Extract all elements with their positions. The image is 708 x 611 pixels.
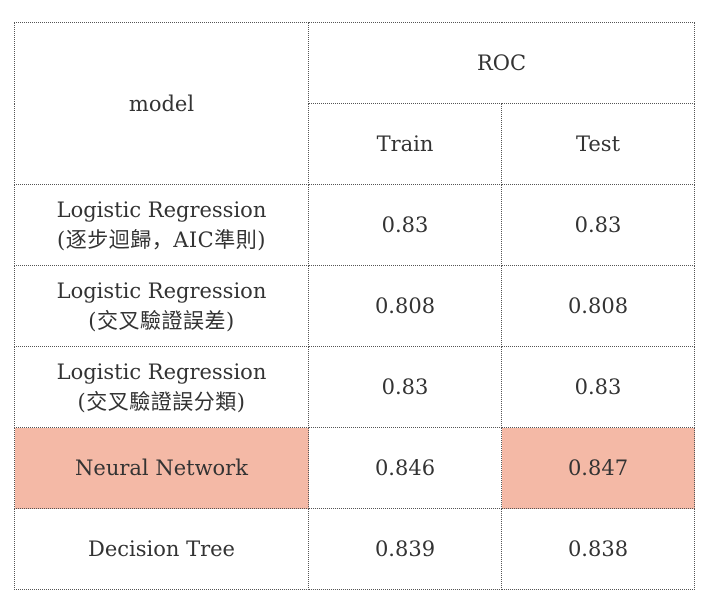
train-value: 0.846	[308, 427, 502, 509]
header-train: Train	[308, 103, 502, 185]
train-value: 0.83	[308, 184, 502, 266]
model-cell: Logistic Regression (逐步迴歸，AIC準則)	[14, 184, 309, 266]
header-row-1: model ROC	[14, 22, 695, 185]
test-value-highlighted: 0.847	[501, 427, 695, 509]
table-row: Neural Network 0.846 0.847	[14, 427, 695, 509]
header-test: Test	[501, 103, 695, 185]
test-value: 0.83	[501, 346, 695, 428]
train-value: 0.839	[308, 508, 502, 590]
model-name: Logistic Regression	[56, 360, 267, 384]
roc-table-container: model ROC Train Test Logistic Regression…	[14, 22, 695, 590]
test-value: 0.838	[501, 508, 695, 590]
model-note: (交叉驗證誤差)	[88, 309, 235, 333]
model-name: Logistic Regression	[56, 279, 267, 303]
header-roc: ROC	[308, 22, 695, 104]
table-row: Logistic Regression (逐步迴歸，AIC準則) 0.83 0.…	[14, 184, 695, 266]
table-row: Logistic Regression (交叉驗證誤差) 0.808 0.808	[14, 265, 695, 347]
table-row: Decision Tree 0.839 0.838	[14, 508, 695, 590]
test-value: 0.83	[501, 184, 695, 266]
model-cell: Decision Tree	[14, 508, 309, 590]
header-model: model	[14, 22, 309, 185]
test-value: 0.808	[501, 265, 695, 347]
train-value: 0.808	[308, 265, 502, 347]
model-cell: Logistic Regression (交叉驗證誤分類)	[14, 346, 309, 428]
model-note: (逐步迴歸，AIC準則)	[57, 228, 266, 252]
table-row: Logistic Regression (交叉驗證誤分類) 0.83 0.83	[14, 346, 695, 428]
model-cell-highlighted: Neural Network	[14, 427, 309, 509]
model-name: Logistic Regression	[56, 198, 267, 222]
model-note: (交叉驗證誤分類)	[77, 390, 246, 414]
model-cell: Logistic Regression (交叉驗證誤差)	[14, 265, 309, 347]
roc-comparison-table: model ROC Train Test Logistic Regression…	[14, 22, 695, 590]
train-value: 0.83	[308, 346, 502, 428]
header-row-2: Train Test	[15, 103, 695, 185]
